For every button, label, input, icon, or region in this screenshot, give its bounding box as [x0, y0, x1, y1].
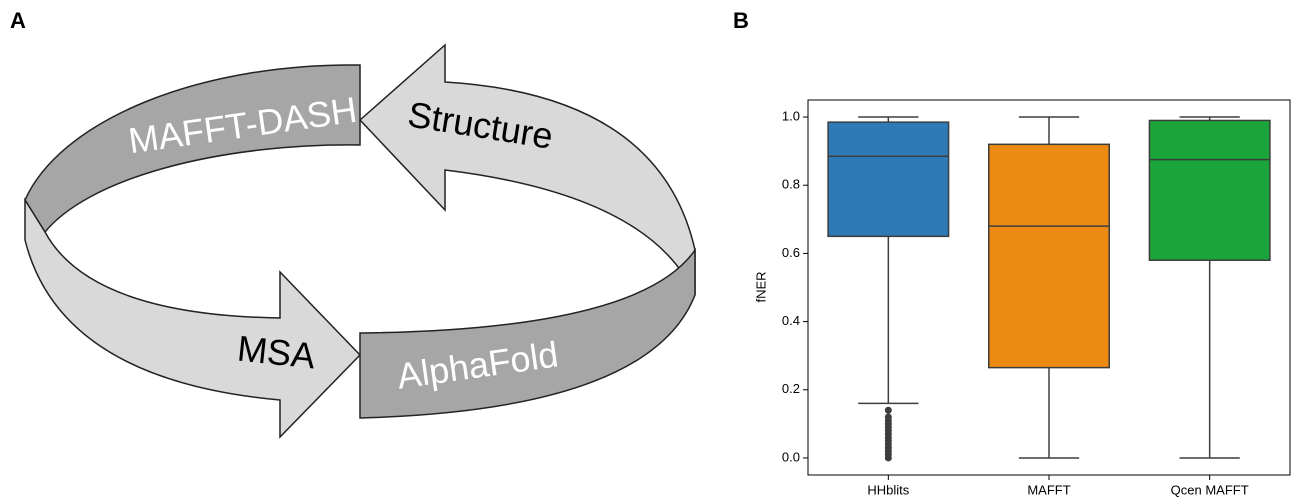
- box: [1149, 120, 1270, 260]
- y-tick-label: 0.0: [782, 449, 800, 464]
- y-tick-label: 0.4: [782, 313, 800, 328]
- panel-label: A: [10, 8, 26, 33]
- page: A B MAFFT-DASH Structure MSA AlphaFold f…: [0, 0, 1309, 499]
- box-chart: fNER 0.0 0.2 0.4 0.6 0.8 1.0 HHblits MAFFT Qcen …: [753, 100, 1290, 497]
- x-tick-label: HHblits: [867, 482, 909, 497]
- diagram-label: MSA: [235, 328, 317, 377]
- y-tick-label: 1.0: [782, 108, 800, 123]
- x-tick-label: Qcen MAFFT: [1171, 482, 1249, 497]
- y-axis-label: fNER: [753, 271, 768, 302]
- outlier: [885, 407, 892, 414]
- box: [828, 122, 949, 236]
- structure-arrow: [360, 45, 695, 295]
- cycle-diagram: MAFFT-DASH Structure MSA AlphaFold: [25, 45, 695, 437]
- y-tick-label: 0.8: [782, 177, 800, 192]
- y-tick-label: 0.6: [782, 245, 800, 260]
- msa-arrow: [25, 200, 360, 437]
- y-tick-label: 0.2: [782, 381, 800, 396]
- outlier: [885, 414, 892, 421]
- box: [989, 144, 1110, 367]
- panel-label: B: [733, 8, 749, 33]
- figure: A B MAFFT-DASH Structure MSA AlphaFold f…: [0, 0, 1309, 499]
- x-tick-label: MAFFT: [1027, 482, 1070, 497]
